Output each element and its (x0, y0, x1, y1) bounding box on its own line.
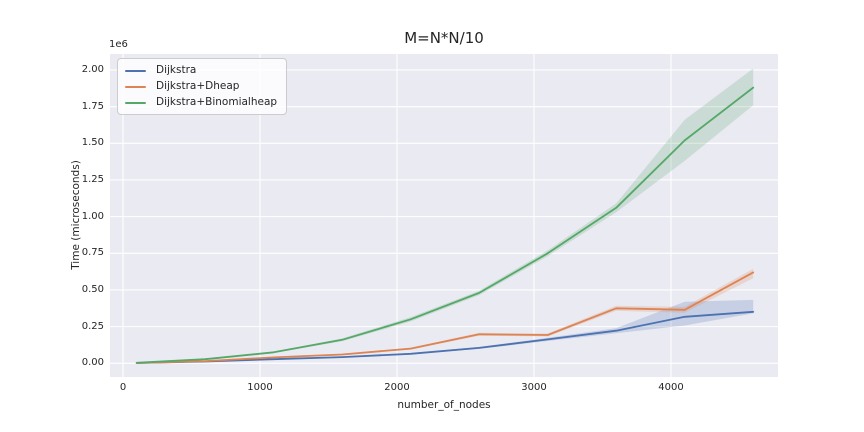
y-tick-label: 0.75 (81, 247, 104, 259)
chart-title: M=N*N/10 (404, 29, 484, 47)
plot-area: Dijkstra Dijkstra+Dheap Dijkstra+Binomia… (110, 54, 778, 377)
y-tick-label: 1.50 (81, 137, 104, 149)
legend-line-swatch-blue (125, 69, 146, 72)
x-tick-label: 4000 (658, 382, 684, 393)
legend-label: Dijkstra+Dheap (156, 80, 240, 92)
legend-entry-dijkstra-binomialheap: Dijkstra+Binomialheap (125, 96, 277, 109)
y-tick-label: 0.50 (81, 283, 104, 295)
legend: Dijkstra Dijkstra+Dheap Dijkstra+Binomia… (117, 58, 288, 115)
y-tick-label: 0.00 (81, 357, 104, 369)
y-tick-label: 1.00 (81, 210, 104, 222)
x-tick-label: 2000 (384, 382, 410, 393)
y-tick-label: 0.25 (81, 320, 104, 332)
legend-entry-dijkstra-dheap: Dijkstra+Dheap (125, 80, 277, 93)
x-tick-label: 3000 (521, 382, 547, 393)
legend-entry-dijkstra: Dijkstra (125, 64, 277, 77)
y-tick-label: 1.25 (81, 173, 104, 185)
legend-label: Dijkstra+Binomialheap (156, 96, 278, 108)
chart-canvas (110, 54, 778, 377)
x-tick-label: 1000 (247, 382, 273, 393)
legend-line-swatch-orange (125, 85, 146, 88)
x-tick-label: 0 (119, 382, 127, 393)
y-tick-label: 1.75 (81, 100, 104, 112)
y-tick-label: 2.00 (81, 63, 104, 75)
legend-line-swatch-green (125, 101, 146, 104)
x-axis-label: number_of_nodes (397, 399, 491, 411)
legend-label: Dijkstra (156, 64, 197, 76)
y-axis-offset-label: 1e6 (109, 39, 128, 50)
